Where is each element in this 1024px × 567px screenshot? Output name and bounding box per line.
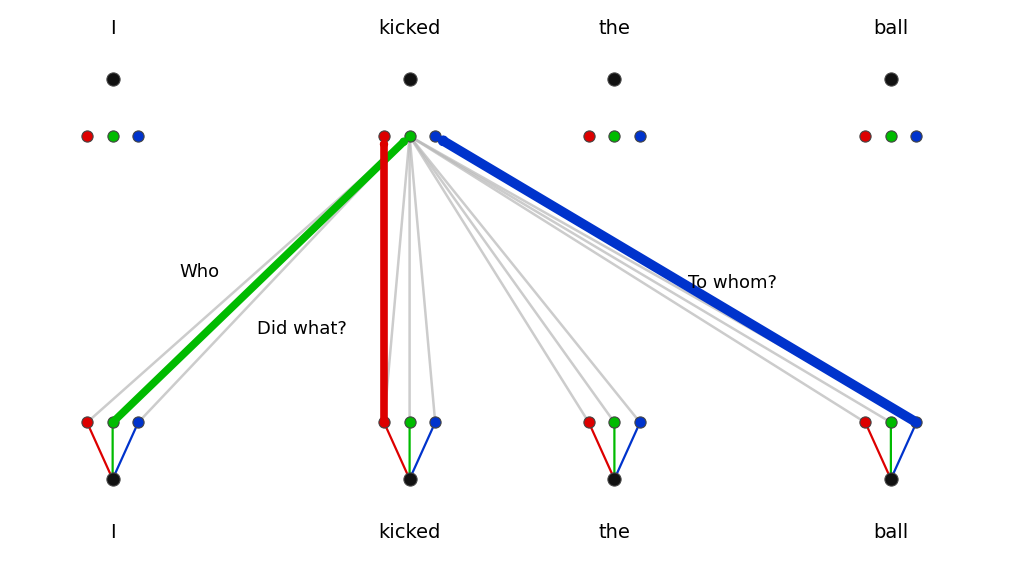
- Point: [104, 132, 121, 141]
- Text: Who: Who: [179, 263, 220, 281]
- Text: the: the: [598, 19, 631, 38]
- Point: [883, 75, 899, 84]
- Point: [908, 418, 925, 427]
- Point: [581, 132, 597, 141]
- Point: [79, 418, 95, 427]
- Point: [401, 418, 418, 427]
- Point: [857, 418, 873, 427]
- Text: kicked: kicked: [379, 19, 440, 38]
- Point: [606, 132, 623, 141]
- Point: [401, 475, 418, 484]
- Point: [883, 475, 899, 484]
- Point: [632, 418, 648, 427]
- Point: [883, 418, 899, 427]
- Point: [104, 475, 121, 484]
- Text: ball: ball: [873, 523, 908, 543]
- Point: [104, 75, 121, 84]
- Point: [79, 132, 95, 141]
- Text: I: I: [110, 19, 116, 38]
- Point: [376, 132, 392, 141]
- Point: [401, 75, 418, 84]
- Point: [104, 418, 121, 427]
- Text: To whom?: To whom?: [688, 274, 776, 293]
- Point: [427, 418, 443, 427]
- Text: kicked: kicked: [379, 523, 440, 543]
- Point: [427, 132, 443, 141]
- Text: the: the: [598, 523, 631, 543]
- Point: [857, 132, 873, 141]
- Point: [883, 132, 899, 141]
- Point: [376, 418, 392, 427]
- Point: [606, 418, 623, 427]
- Point: [606, 75, 623, 84]
- Point: [606, 475, 623, 484]
- Text: ball: ball: [873, 19, 908, 38]
- Point: [632, 132, 648, 141]
- Point: [401, 132, 418, 141]
- Text: Did what?: Did what?: [257, 320, 347, 338]
- Point: [581, 418, 597, 427]
- Point: [130, 132, 146, 141]
- Point: [908, 132, 925, 141]
- Point: [130, 418, 146, 427]
- Text: I: I: [110, 523, 116, 543]
